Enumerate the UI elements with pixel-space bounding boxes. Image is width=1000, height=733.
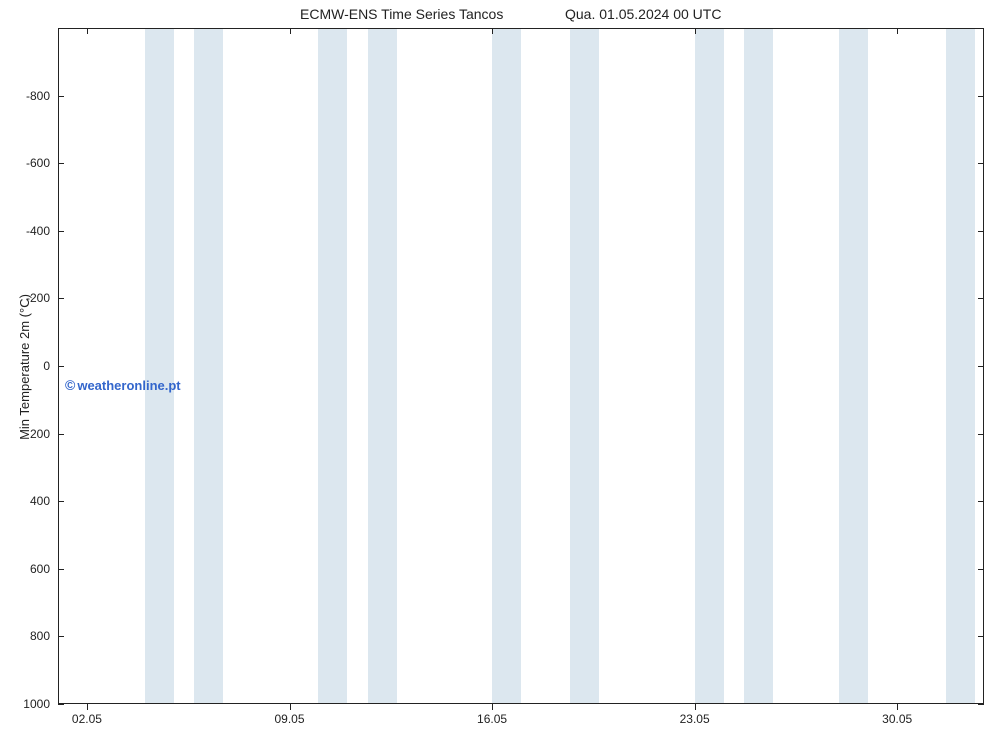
watermark: ©weatheronline.pt [65, 377, 181, 393]
x-tick-mark [492, 704, 493, 710]
shaded-band [368, 28, 397, 704]
y-tick-mark [978, 231, 984, 232]
shaded-band [695, 28, 724, 704]
y-tick-mark [58, 96, 64, 97]
x-tick-mark [897, 28, 898, 34]
y-tick-label: 600 [10, 562, 50, 576]
y-tick-mark [978, 636, 984, 637]
x-tick-mark [290, 704, 291, 710]
y-tick-label: -800 [10, 89, 50, 103]
x-tick-mark [695, 704, 696, 710]
x-tick-mark [87, 704, 88, 710]
shaded-band [318, 28, 347, 704]
y-tick-mark [978, 569, 984, 570]
y-tick-mark [978, 366, 984, 367]
y-tick-mark [58, 366, 64, 367]
y-tick-mark [58, 501, 64, 502]
y-tick-mark [58, 298, 64, 299]
y-tick-label: 0 [10, 359, 50, 373]
y-tick-label: -200 [10, 291, 50, 305]
shaded-band [145, 28, 174, 704]
y-tick-label: 400 [10, 494, 50, 508]
x-tick-label: 30.05 [882, 712, 912, 726]
y-tick-mark [58, 434, 64, 435]
x-tick-label: 23.05 [680, 712, 710, 726]
y-tick-label: 800 [10, 629, 50, 643]
watermark-text: weatheronline.pt [77, 378, 180, 393]
shaded-band [570, 28, 599, 704]
y-tick-label: 200 [10, 427, 50, 441]
chart-container: ECMW-ENS Time Series Tancos Qua. 01.05.2… [0, 0, 1000, 733]
shaded-band [492, 28, 521, 704]
copyright-icon: © [65, 377, 75, 393]
plot-area: ©weatheronline.pt [58, 28, 984, 704]
y-tick-mark [58, 569, 64, 570]
y-tick-mark [58, 231, 64, 232]
y-tick-label: -400 [10, 224, 50, 238]
x-tick-label: 16.05 [477, 712, 507, 726]
x-tick-label: 02.05 [72, 712, 102, 726]
x-tick-mark [492, 28, 493, 34]
y-tick-label: -600 [10, 156, 50, 170]
x-tick-mark [695, 28, 696, 34]
x-tick-mark [290, 28, 291, 34]
shaded-band [744, 28, 773, 704]
shaded-band [839, 28, 868, 704]
x-tick-mark [897, 704, 898, 710]
y-tick-mark [978, 704, 984, 705]
y-tick-label: 1000 [10, 697, 50, 711]
y-tick-mark [978, 163, 984, 164]
shaded-band [946, 28, 975, 704]
y-tick-mark [58, 163, 64, 164]
x-tick-label: 09.05 [274, 712, 304, 726]
y-tick-mark [978, 434, 984, 435]
y-tick-mark [978, 298, 984, 299]
shaded-band [194, 28, 223, 704]
y-tick-mark [978, 501, 984, 502]
chart-title-right: Qua. 01.05.2024 00 UTC [565, 6, 721, 22]
x-tick-mark [87, 28, 88, 34]
chart-title-left: ECMW-ENS Time Series Tancos [300, 6, 503, 22]
y-tick-mark [978, 96, 984, 97]
y-tick-mark [58, 636, 64, 637]
y-tick-mark [58, 704, 64, 705]
